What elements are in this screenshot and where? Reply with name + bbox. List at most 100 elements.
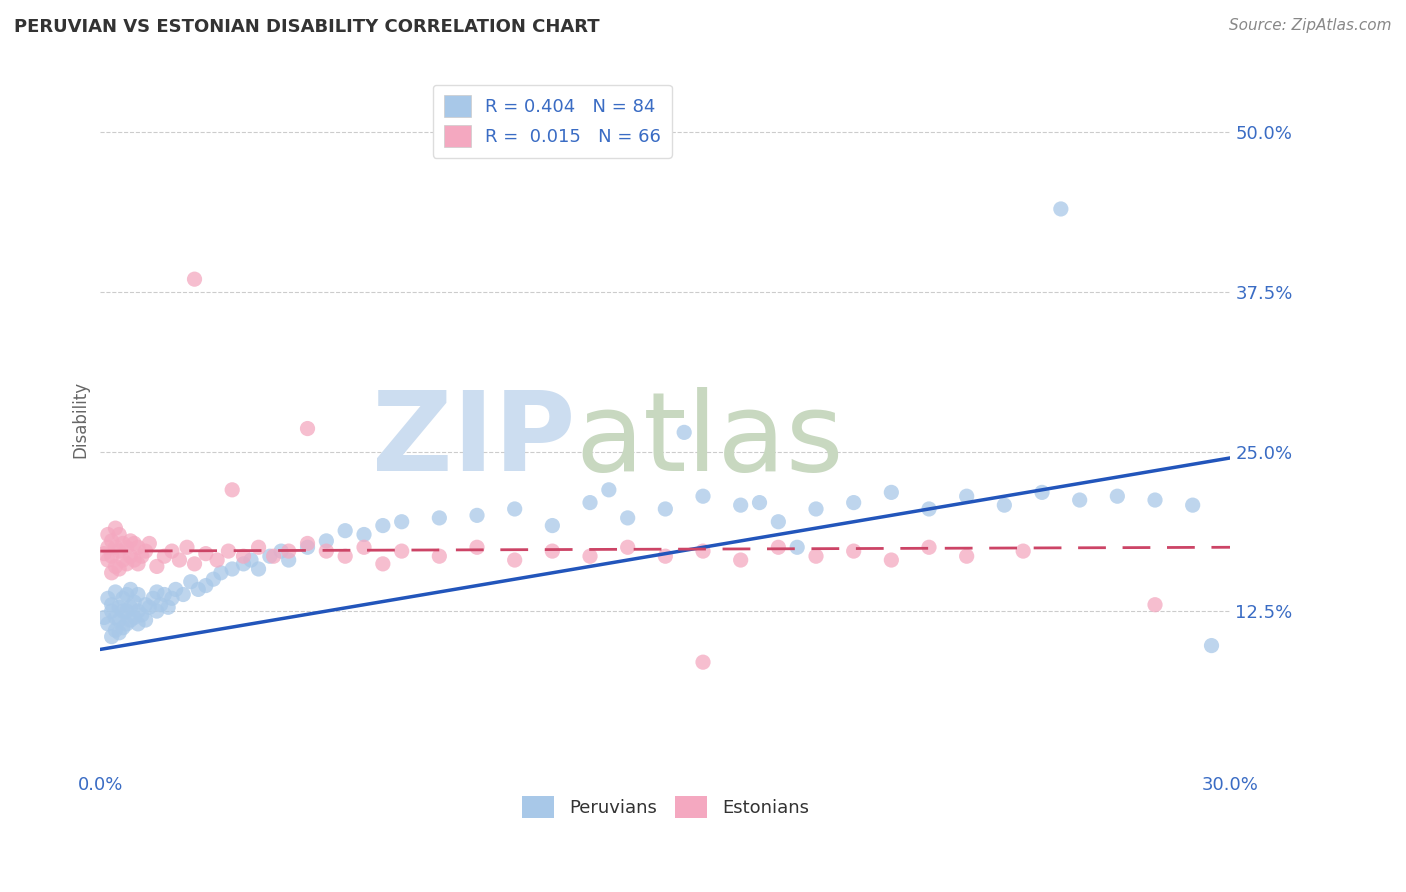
Point (122, 553, 145, 567)
Point (616, 511, 638, 525)
Point (598, 483, 620, 497)
Point (427, 511, 450, 525)
Point (131, 549, 153, 564)
Point (135, 544, 157, 558)
Point (120, 600, 142, 615)
Point (247, 541, 270, 555)
Point (115, 587, 138, 601)
Point (104, 585, 127, 599)
Point (335, 549, 357, 564)
Point (122, 595, 145, 609)
Point (97, 541, 120, 555)
Point (993, 498, 1015, 512)
Point (503, 502, 526, 516)
Point (194, 578, 217, 592)
Point (176, 541, 198, 555)
Point (120, 613, 142, 627)
Point (122, 536, 145, 550)
Point (221, 483, 243, 497)
Point (768, 515, 790, 529)
Point (104, 624, 127, 638)
Point (918, 541, 941, 555)
Point (277, 553, 299, 567)
Point (149, 598, 172, 612)
Point (202, 572, 225, 586)
Point (135, 598, 157, 612)
Point (127, 587, 149, 601)
Point (97, 616, 120, 631)
Point (157, 600, 180, 615)
Point (194, 547, 217, 561)
Point (100, 533, 122, 548)
Point (120, 549, 142, 564)
Text: atlas: atlas (575, 387, 844, 494)
Point (108, 544, 131, 558)
Point (692, 655, 714, 669)
Point (217, 544, 239, 558)
Point (335, 524, 357, 538)
Point (97, 591, 120, 606)
Point (804, 549, 827, 564)
Point (842, 544, 865, 558)
Point (146, 585, 169, 599)
Point (111, 604, 134, 618)
Point (104, 559, 127, 574)
Point (97, 527, 120, 541)
Point (115, 557, 138, 571)
Point (127, 557, 149, 571)
Point (205, 553, 228, 567)
Point (127, 604, 149, 618)
Point (100, 549, 122, 564)
Point (353, 527, 375, 541)
Point (277, 544, 299, 558)
Point (232, 549, 254, 564)
Point (315, 544, 337, 558)
Point (465, 508, 488, 523)
Point (1012, 544, 1035, 558)
Point (616, 541, 638, 555)
Point (880, 553, 903, 567)
Point (259, 549, 281, 564)
Point (131, 607, 153, 622)
Y-axis label: Disability: Disability (72, 381, 89, 458)
Legend: Peruvians, Estonians: Peruvians, Estonians (515, 789, 815, 825)
Point (122, 610, 145, 624)
Point (673, 425, 696, 440)
Point (172, 587, 194, 601)
Point (270, 544, 292, 558)
Point (138, 536, 160, 550)
Point (1050, 202, 1073, 216)
Point (169, 553, 191, 567)
Point (115, 604, 138, 618)
Point (880, 485, 903, 500)
Point (1143, 493, 1166, 508)
Point (135, 613, 157, 627)
Point (209, 566, 232, 580)
Point (100, 630, 122, 644)
Point (654, 549, 676, 564)
Point (183, 557, 205, 571)
Point (427, 549, 450, 564)
Point (1201, 639, 1223, 653)
Point (956, 549, 979, 564)
Point (692, 544, 714, 558)
Point (240, 553, 263, 567)
Point (371, 557, 394, 571)
Point (221, 562, 243, 576)
Point (127, 541, 149, 555)
Point (104, 521, 127, 535)
Point (111, 621, 134, 635)
Point (297, 421, 319, 435)
Point (1143, 598, 1166, 612)
Point (108, 562, 131, 576)
Point (111, 536, 134, 550)
Point (153, 587, 176, 601)
Point (138, 600, 160, 615)
Point (93, 547, 115, 561)
Point (654, 502, 676, 516)
Point (579, 549, 602, 564)
Point (247, 562, 270, 576)
Point (541, 518, 564, 533)
Point (956, 489, 979, 503)
Point (100, 598, 122, 612)
